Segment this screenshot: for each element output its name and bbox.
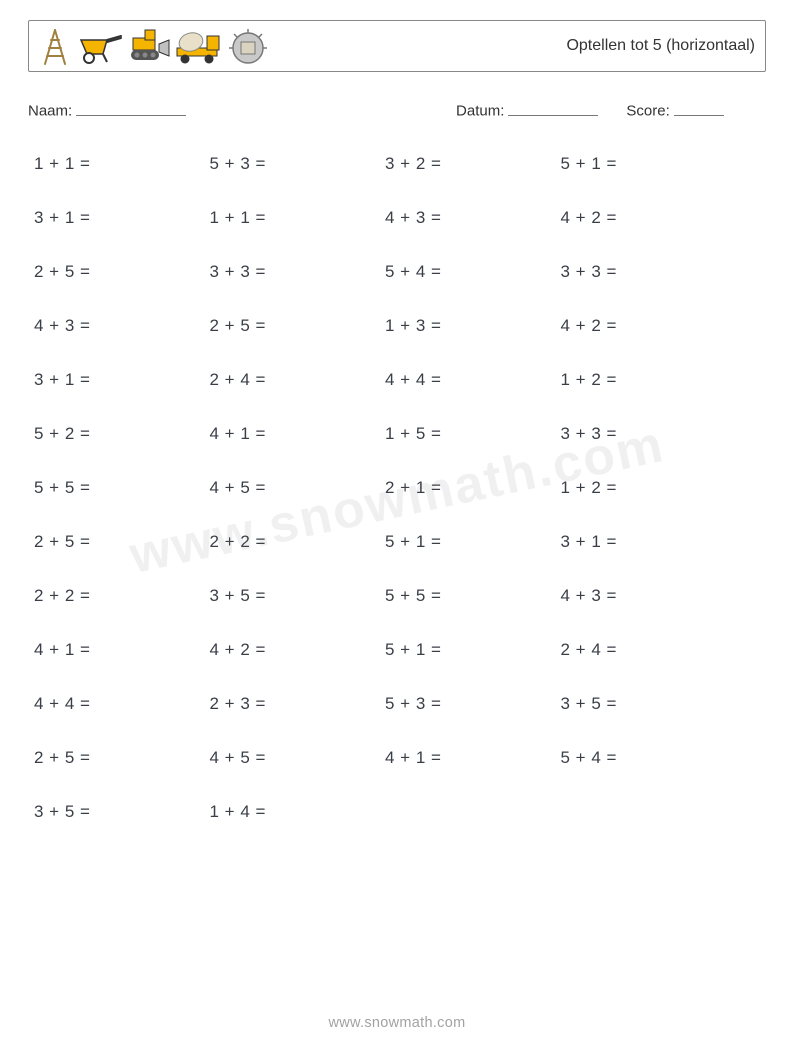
problem-cell: 3 + 5 = [210,586,376,606]
problem-cell: 3 + 3 = [210,262,376,282]
ladder-icon [35,26,75,66]
problem-cell: 5 + 1 = [561,154,727,174]
problem-cell: 4 + 1 = [210,424,376,444]
worksheet-title: Optellen tot 5 (horizontaal) [566,37,755,55]
problem-cell: 3 + 3 = [561,262,727,282]
header-box: Optellen tot 5 (horizontaal) [28,20,766,72]
problem-cell: 3 + 5 = [34,802,200,822]
problem-cell: 2 + 1 = [385,478,551,498]
problem-cell: 4 + 3 = [385,208,551,228]
problem-cell: 3 + 5 = [561,694,727,714]
wheelbarrow-icon [77,26,123,66]
problem-cell: 3 + 1 = [34,370,200,390]
problem-cell: 1 + 2 = [561,478,727,498]
problem-cell: 2 + 5 = [210,316,376,336]
problem-cell: 4 + 1 = [385,748,551,768]
problem-cell: 5 + 1 = [385,532,551,552]
problem-cell: 2 + 5 = [34,262,200,282]
problem-cell: 2 + 5 = [34,748,200,768]
problem-cell: 4 + 2 = [561,208,727,228]
problem-cell: 4 + 5 = [210,478,376,498]
name-blank[interactable] [76,102,186,116]
problem-cell: 5 + 1 = [385,640,551,660]
problem-cell: 2 + 5 = [34,532,200,552]
problem-cell: 3 + 3 = [561,424,727,444]
problem-cell: 1 + 4 = [210,802,376,822]
name-field: Naam: [28,102,456,120]
problem-cell: 1 + 2 = [561,370,727,390]
problem-cell: 5 + 5 = [385,586,551,606]
cement-mixer-icon [173,26,225,66]
problem-cell: 5 + 2 = [34,424,200,444]
problem-cell: 4 + 3 = [561,586,727,606]
problem-cell: 1 + 5 = [385,424,551,444]
problem-cell: 5 + 5 = [34,478,200,498]
date-field: Datum: [456,102,598,120]
problem-cell: 5 + 3 = [210,154,376,174]
problem-cell: 2 + 4 = [561,640,727,660]
problem-cell: 3 + 1 = [34,208,200,228]
problem-cell: 1 + 3 = [385,316,551,336]
problem-cell: 5 + 3 = [385,694,551,714]
footer-url: www.snowmath.com [0,1015,794,1031]
worksheet-page: Optellen tot 5 (horizontaal) Naam: Datum… [0,0,794,1053]
problem-cell: 3 + 2 = [385,154,551,174]
problem-cell: 4 + 4 = [385,370,551,390]
problem-cell: 2 + 3 = [210,694,376,714]
score-field: Score: [626,102,723,120]
problem-cell: 4 + 2 = [210,640,376,660]
problem-cell: 1 + 1 = [210,208,376,228]
date-label: Datum: [456,103,504,120]
problem-cell: 1 + 1 = [34,154,200,174]
name-label: Naam: [28,103,72,120]
problem-cell: 2 + 2 = [34,586,200,606]
problem-cell: 4 + 5 = [210,748,376,768]
meta-row: Naam: Datum: Score: [28,102,766,120]
bulldozer-icon [125,26,171,66]
problems-grid: 1 + 1 = 5 + 3 = 3 + 2 = 5 + 1 = 3 + 1 = 1 + 1… [28,154,766,822]
problem-cell: 2 + 2 = [210,532,376,552]
header-icon-strip [35,26,269,66]
problem-cell: 4 + 3 = [34,316,200,336]
problem-cell: 5 + 4 = [561,748,727,768]
sawblade-icon [227,26,269,66]
problem-cell: 4 + 1 = [34,640,200,660]
problem-cell: 4 + 2 = [561,316,727,336]
problem-cell: 2 + 4 = [210,370,376,390]
score-blank[interactable] [674,102,724,116]
score-label: Score: [626,103,669,120]
date-blank[interactable] [508,102,598,116]
problem-cell: 5 + 4 = [385,262,551,282]
problem-cell: 4 + 4 = [34,694,200,714]
problem-cell: 3 + 1 = [561,532,727,552]
